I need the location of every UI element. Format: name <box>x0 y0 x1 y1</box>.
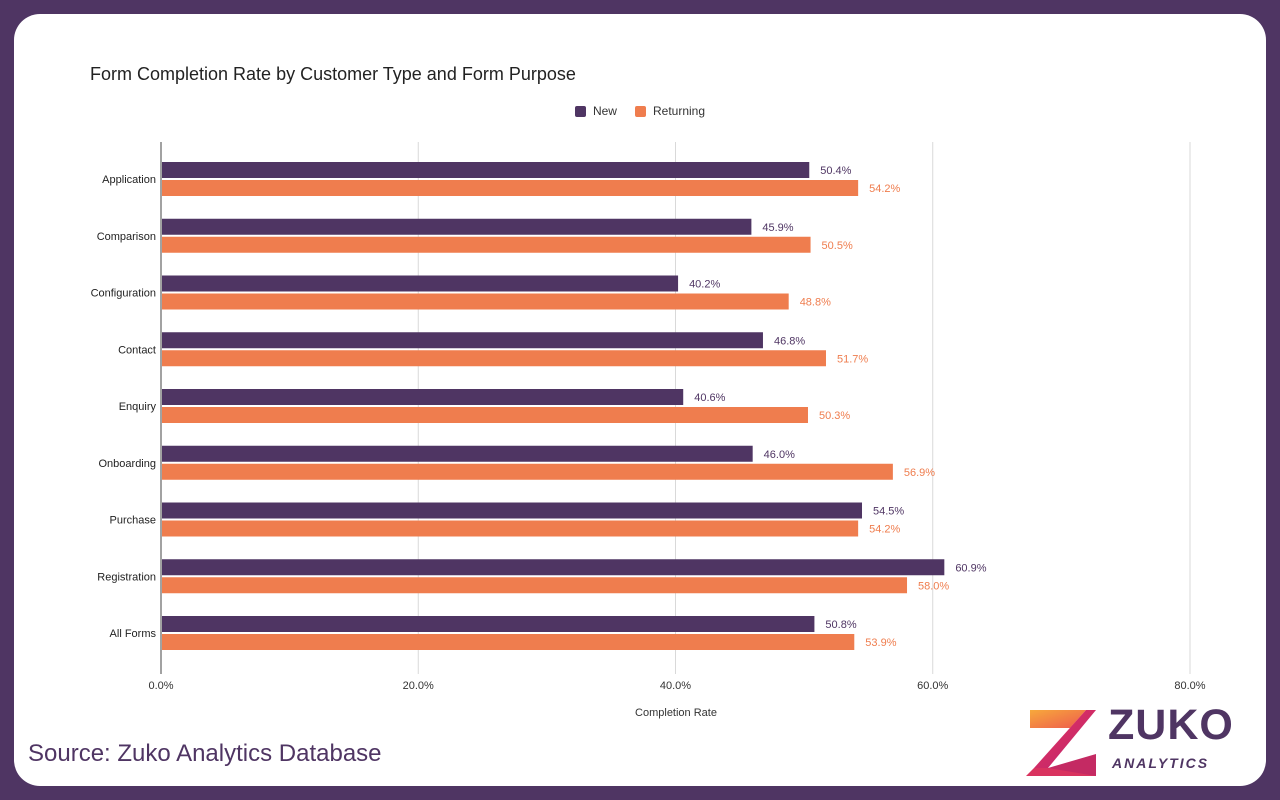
x-tick-label: 80.0% <box>1174 680 1205 692</box>
data-label-returning: 56.9% <box>904 467 935 479</box>
logo-subtitle: ANALYTICS <box>1112 755 1210 771</box>
bar-returning <box>162 577 908 594</box>
category-label: All Forms <box>110 628 157 640</box>
chart-legend: New Returning <box>14 104 1266 118</box>
x-tick-label: 40.0% <box>660 680 691 692</box>
data-label-new: 54.5% <box>873 506 904 518</box>
data-label-new: 40.6% <box>694 392 725 404</box>
data-label-returning: 51.7% <box>837 353 868 365</box>
data-label-new: 46.0% <box>764 449 795 461</box>
bar-new <box>162 445 753 462</box>
legend-label-new: New <box>592 104 617 118</box>
bar-new <box>162 389 684 405</box>
bar-returning <box>162 407 808 423</box>
bar-returning <box>162 180 859 196</box>
x-axis-title: Completion Rate <box>635 707 717 719</box>
legend-item-new: New <box>574 104 617 118</box>
data-label-new: 45.9% <box>762 222 793 234</box>
logo-wordmark: ZUKO <box>1108 701 1234 749</box>
data-label-returning: 50.5% <box>822 240 853 252</box>
data-label-returning: 54.2% <box>869 183 900 195</box>
zuko-logo: ZUKO ANALYTICS <box>1026 701 1256 778</box>
category-label: Registration <box>97 571 156 583</box>
legend-label-returning: Returning <box>652 104 706 118</box>
legend-item-returning: Returning <box>634 104 706 118</box>
bar-new <box>162 332 763 349</box>
category-label: Application <box>102 174 156 186</box>
bar-new <box>162 502 863 519</box>
chart-card: Form Completion Rate by Customer Type an… <box>14 14 1266 786</box>
legend-swatch-returning <box>634 105 646 117</box>
category-label: Purchase <box>110 515 156 527</box>
chart-title: Form Completion Rate by Customer Type an… <box>90 64 576 84</box>
bar-returning <box>162 634 855 650</box>
bar-chart: 0.0% 20.0% 40.0% 60.0% 80.0% Completion Rate A… <box>91 142 1206 719</box>
bar-new <box>162 275 679 292</box>
data-label-returning: 54.2% <box>869 524 900 536</box>
bar-returning <box>162 293 789 310</box>
data-label-returning: 48.8% <box>800 297 831 309</box>
x-tick-label: 60.0% <box>917 680 948 692</box>
category-label: Configuration <box>91 288 156 300</box>
category-label: Comparison <box>97 231 156 243</box>
x-tick-label: 0.0% <box>148 680 173 692</box>
bar-returning <box>162 463 893 480</box>
category-label: Enquiry <box>119 401 157 413</box>
category-label: Contact <box>118 344 156 356</box>
data-label-new: 50.4% <box>820 165 851 177</box>
x-tick-label: 20.0% <box>403 680 434 692</box>
bar-new <box>162 616 815 632</box>
data-label-returning: 50.3% <box>819 410 850 422</box>
data-label-new: 60.9% <box>955 562 986 574</box>
data-label-returning: 58.0% <box>918 580 949 592</box>
category-label: Onboarding <box>99 458 157 470</box>
bar-new <box>162 559 945 576</box>
zuko-logo-icon <box>1026 710 1096 776</box>
data-label-new: 46.8% <box>774 335 805 347</box>
legend-swatch-new <box>574 105 586 117</box>
data-label-returning: 53.9% <box>865 637 896 649</box>
bar-returning <box>162 236 811 253</box>
source-note: Source: Zuko Analytics Database <box>28 740 382 767</box>
bar-returning <box>162 350 826 367</box>
data-label-new: 50.8% <box>825 619 856 631</box>
bar-new <box>162 218 752 235</box>
data-label-new: 40.2% <box>689 279 720 291</box>
bar-new <box>162 162 810 178</box>
bar-returning <box>162 520 859 537</box>
